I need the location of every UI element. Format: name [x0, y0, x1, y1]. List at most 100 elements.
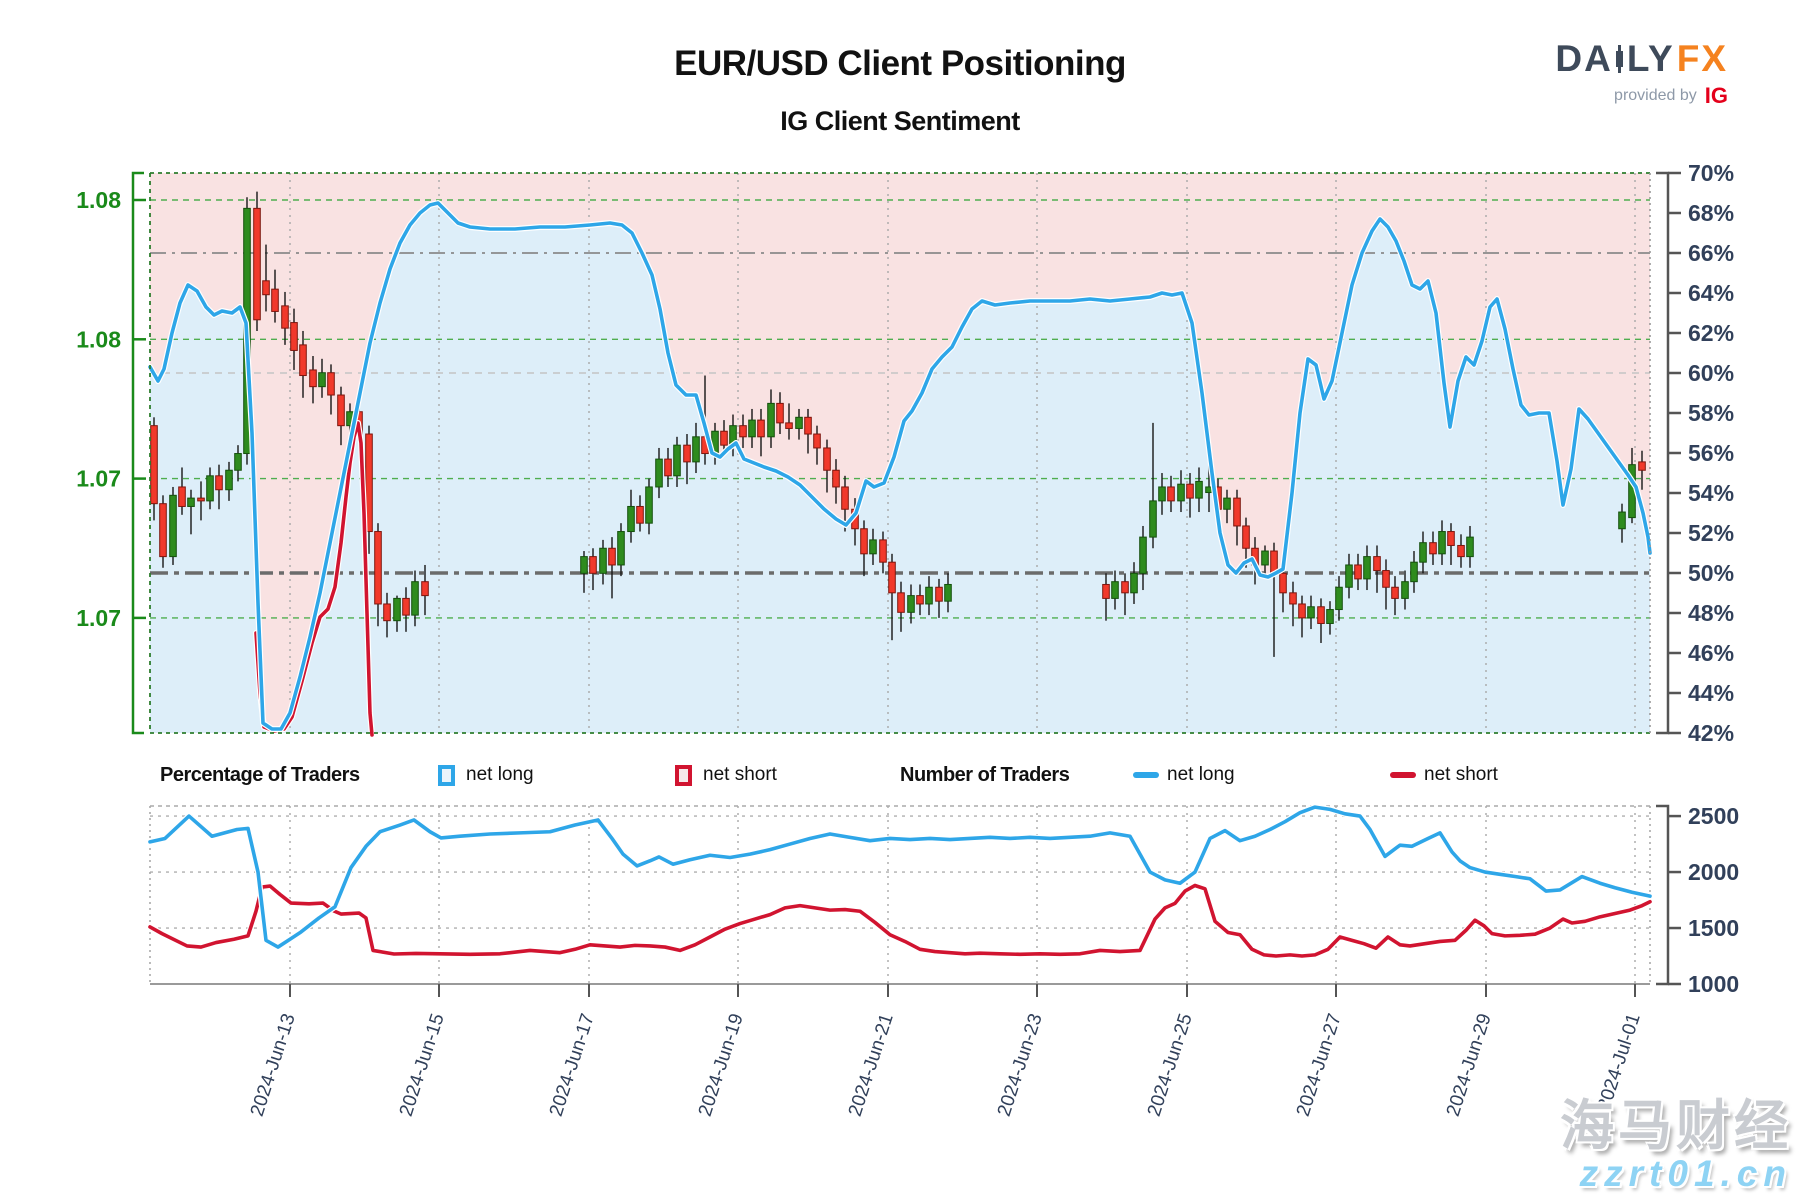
- candle-body: [299, 344, 307, 377]
- date-label: 2024-Jun-19: [695, 1011, 748, 1119]
- candle: [215, 464, 223, 510]
- candle: [869, 528, 877, 565]
- candle: [1158, 473, 1166, 515]
- candle: [1429, 531, 1437, 565]
- candle-body: [944, 583, 952, 602]
- candle-body: [262, 280, 270, 296]
- candle-body: [1429, 542, 1437, 555]
- candle-body: [589, 556, 597, 574]
- candle: [748, 408, 756, 448]
- candle: [1298, 595, 1306, 638]
- candle-body: [1373, 556, 1381, 572]
- percent-axis-label: 58%: [1688, 400, 1734, 426]
- legend-net-long-pct-label: net long: [466, 764, 534, 785]
- candle: [795, 408, 803, 440]
- price-axis-line: [131, 171, 144, 735]
- candle: [1223, 489, 1231, 524]
- candle: [1373, 545, 1381, 593]
- candle-body: [692, 436, 700, 463]
- legend-net-short-count-label: net short: [1424, 764, 1498, 785]
- percent-axis-label: 42%: [1688, 720, 1734, 746]
- candle: [337, 386, 345, 446]
- dailyfx-logo: DA LY FX provided by IG: [1555, 40, 1728, 109]
- candle-body: [1345, 564, 1353, 588]
- candle: [1419, 531, 1427, 574]
- candlestick-series: [150, 191, 1646, 657]
- price-axis-label: 1.07: [76, 466, 121, 492]
- candle-body: [215, 475, 223, 491]
- candle: [1177, 470, 1185, 513]
- candle: [804, 408, 812, 454]
- candle-body: [1326, 609, 1334, 624]
- net-long-count-line-casing: [147, 804, 1653, 951]
- candlestick-icon: [1615, 44, 1625, 73]
- net-short-count-dash-icon: [1390, 772, 1416, 778]
- candle: [1401, 570, 1409, 610]
- candle: [627, 489, 635, 543]
- candle: [907, 584, 915, 624]
- candle: [897, 581, 905, 632]
- candle: [1457, 534, 1465, 568]
- candle: [1121, 573, 1129, 616]
- candle-body: [683, 444, 691, 463]
- candle: [1233, 489, 1241, 546]
- candle-body: [897, 592, 905, 613]
- candle: [617, 523, 625, 577]
- candle: [159, 495, 167, 568]
- candle-body: [795, 416, 803, 429]
- price-axis: 1.08 1.08 1.07 1.07: [76, 171, 146, 735]
- candle-body: [150, 425, 158, 505]
- candle: [636, 495, 644, 532]
- candle-body: [402, 597, 410, 616]
- candle-body: [1261, 550, 1269, 566]
- candle-body: [1401, 581, 1409, 599]
- candle: [187, 489, 195, 535]
- candle-body: [206, 475, 214, 502]
- candle-body: [1447, 531, 1455, 546]
- candle-body: [1242, 525, 1250, 549]
- candle-body: [1149, 500, 1157, 538]
- logo-text-da: DA: [1555, 38, 1613, 79]
- candle-body: [655, 458, 663, 488]
- candle-body: [337, 394, 345, 427]
- date-label: 2024-Jun-21: [845, 1011, 898, 1119]
- percent-axis-label: 60%: [1688, 360, 1734, 386]
- candle: [776, 392, 784, 435]
- net-short-region: [150, 173, 1650, 729]
- watermark-line2: zzrt01.cn: [1579, 1152, 1792, 1194]
- dailyfx-wordmark: DA LY FX: [1555, 40, 1728, 77]
- candle-body: [739, 425, 747, 438]
- candle-body: [636, 505, 644, 524]
- candle-body: [804, 416, 812, 435]
- candle: [589, 548, 597, 591]
- percent-axis-label: 46%: [1688, 640, 1734, 666]
- date-axis: 2024-Jun-13 2024-Jun-15 2024-Jun-17 2024-Ju…: [247, 984, 1645, 1119]
- candle-body: [841, 486, 849, 510]
- candle-body: [832, 469, 840, 488]
- candle: [1391, 576, 1399, 616]
- candle-body: [1382, 570, 1390, 588]
- date-label: 2024-Jun-29: [1443, 1011, 1496, 1119]
- candle: [1326, 601, 1334, 635]
- candle-body: [907, 595, 915, 613]
- candle-body: [748, 419, 756, 438]
- candle-body: [1354, 564, 1362, 580]
- main-plot-background: [150, 173, 1650, 733]
- candle-body: [234, 453, 242, 471]
- candle: [1186, 473, 1194, 518]
- date-label: 2024-Jun-23: [994, 1011, 1047, 1119]
- candle: [262, 244, 270, 312]
- candle-body: [178, 486, 186, 507]
- candle-body: [785, 422, 793, 429]
- candle-body: [1638, 461, 1646, 471]
- candle: [823, 439, 831, 493]
- candle-body: [187, 497, 195, 507]
- candle: [234, 445, 242, 482]
- candle: [383, 592, 391, 638]
- candle-body: [757, 419, 765, 438]
- main-plot-borders: [149, 172, 1651, 734]
- percent-axis-label: 68%: [1688, 200, 1734, 226]
- candle: [318, 358, 326, 398]
- candle: [1410, 551, 1418, 593]
